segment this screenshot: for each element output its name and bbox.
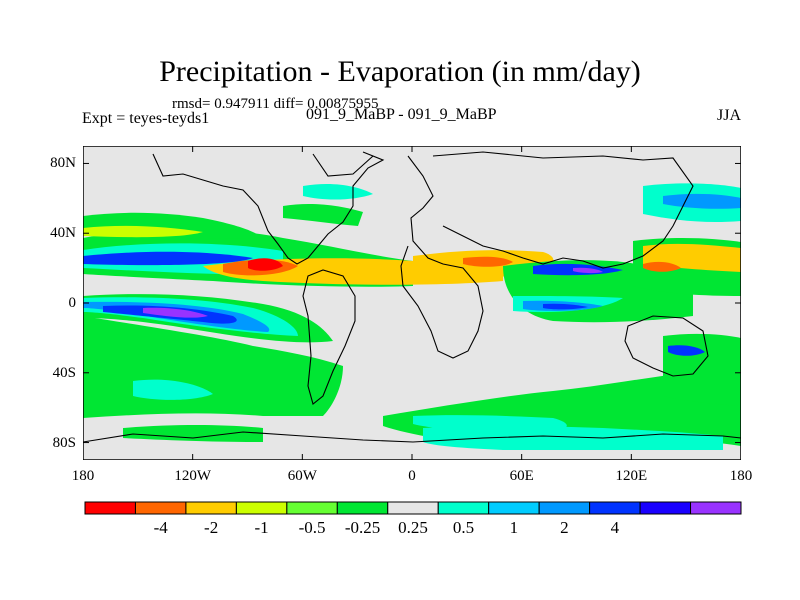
colorbar-swatch: [185, 501, 237, 515]
coast-europe-africa: [400, 155, 484, 359]
coast-antarctica: [83, 431, 741, 443]
plot-title: Precipitation - Evaporation (in mm/day): [159, 55, 641, 88]
colorbar-label: 0.5: [452, 518, 475, 537]
colorbar-swatch: [639, 501, 692, 515]
axis-ticks: [83, 146, 741, 460]
x-tick-label: 120W: [174, 468, 211, 484]
coast-asia: [432, 151, 694, 269]
colorbar-label: 0.25: [398, 518, 428, 537]
experiment-label: Expt = teyes-teyds1: [82, 110, 210, 127]
colorbar-label: 2: [560, 518, 569, 537]
field-npacific-yellow: [83, 225, 203, 238]
stats-text: rmsd= 0.947911 diff= 0.00875955: [172, 96, 379, 112]
x-tick-label: 0: [408, 468, 416, 484]
field-atlantic-orange: [463, 256, 513, 267]
colorbar-label: 4: [610, 518, 620, 537]
field-southern-cyan-2: [133, 379, 213, 400]
x-tick-label: 60W: [287, 468, 317, 484]
colorbar-swatch: [538, 501, 591, 515]
colorbar-label: 1: [509, 518, 519, 537]
coast-north-america: [152, 151, 385, 265]
field-itcz-pacific-blue: [83, 251, 253, 266]
y-tick-label: 80S: [52, 434, 76, 451]
colorbar-swatch: [336, 501, 389, 515]
colorbar: [84, 501, 742, 515]
colorbar-swatch: [589, 501, 641, 515]
coast-greenland: [312, 153, 374, 177]
x-tick-label: 180: [729, 468, 753, 484]
comparison-label: 091_9_MaBP - 091_9_MaBP: [306, 106, 497, 123]
field-spcz-purple: [143, 307, 208, 318]
y-tick-label: 40S: [52, 364, 76, 381]
colorbar-label: -2: [204, 518, 219, 537]
field-wpac-orange: [643, 261, 681, 272]
colorbar-label: -0.25: [344, 518, 381, 537]
y-tick-label: 80N: [50, 155, 76, 172]
coastline-outline: [83, 151, 741, 443]
field-antarctic-green: [123, 425, 263, 442]
x-tick-label: 60E: [509, 468, 534, 484]
field-npac-blue: [663, 193, 741, 209]
x-tick-label: 120E: [615, 468, 648, 484]
colorbar-swatch: [134, 501, 187, 515]
colorbar-swatch: [488, 501, 540, 515]
field-australia-green: [663, 333, 741, 406]
colorbar-swatch: [387, 501, 439, 515]
colorbar-swatch: [235, 501, 288, 515]
colorbar-swatch: [437, 501, 490, 515]
colorbar-label: -0.5: [298, 518, 326, 537]
colorbar-swatch: [690, 501, 742, 515]
field-antarctic-cyan: [423, 425, 723, 450]
y-tick-label: 0: [68, 295, 77, 311]
coast-australia: [624, 315, 709, 377]
colorbar-label: -1: [254, 518, 269, 537]
x-tick-label: 180: [71, 468, 95, 484]
field-subtropics-red: [248, 258, 283, 271]
field-indian-dark: [543, 303, 588, 310]
field-natl-cyan: [303, 183, 373, 200]
colorbar-swatch: [84, 501, 136, 515]
colorbar-label: -4: [153, 518, 168, 537]
y-tick-label: 40N: [50, 225, 76, 242]
field-australia-blue: [668, 345, 705, 356]
field-natl-green: [283, 203, 363, 226]
season-label: JJA: [717, 107, 742, 124]
colorbar-swatch: [286, 501, 338, 515]
coast-south-america: [302, 269, 356, 405]
field-monsoon-purple: [573, 267, 603, 274]
precip-evap-map: [83, 146, 741, 460]
